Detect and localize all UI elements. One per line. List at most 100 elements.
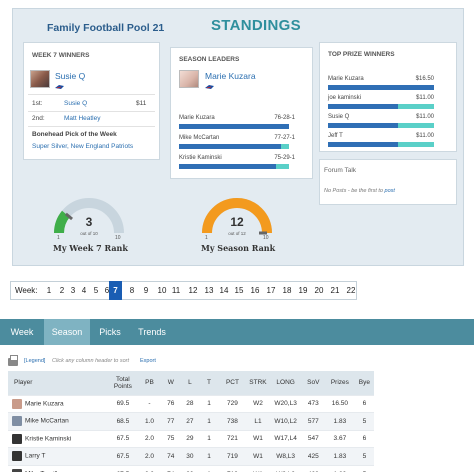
gauge-value: 12 [230, 215, 244, 229]
leader-row-record: 75-29-1 [274, 155, 295, 161]
column-header-pb[interactable]: PB [137, 371, 162, 395]
column-header-prizes[interactable]: Prizes [324, 371, 355, 395]
week-item-16[interactable]: 16 [250, 286, 260, 295]
leader-row: Marie Kuzara 76-28-1 [179, 115, 295, 131]
week-item-22[interactable]: 22 [346, 286, 356, 295]
player-cell[interactable]: Mike McCartan [8, 412, 108, 430]
gauge-min: 1 [205, 235, 208, 241]
bonehead-title: Bonehead Pick of the Week [32, 131, 117, 138]
tab-bar: Week Season Picks Trends [0, 319, 474, 345]
player-cell[interactable]: Marie Kuzara [8, 394, 108, 413]
week-item-5[interactable]: 5 [93, 286, 99, 295]
place-2-name[interactable]: Matt Heatley [64, 115, 101, 122]
season-leaders-card: SEASON LEADERS Marie Kuzara Marie Kuzara… [170, 47, 313, 179]
player-name[interactable]: Marie Kuzara [25, 400, 64, 408]
table-cell: 76 [161, 394, 181, 413]
week-item-18[interactable]: 18 [282, 286, 292, 295]
column-header-pct[interactable]: PCT [218, 371, 247, 395]
place-1-name[interactable]: Susie Q [64, 100, 88, 107]
week-item-1[interactable]: 1 [46, 286, 52, 295]
leader-row-name[interactable]: Mike McCartan [179, 135, 220, 141]
week-item-8[interactable]: 8 [129, 286, 135, 295]
column-header-l[interactable]: L [180, 371, 200, 395]
column-header-w[interactable]: W [161, 371, 181, 395]
print-icon[interactable] [8, 355, 18, 366]
tab-season[interactable]: Season [44, 319, 90, 345]
table-cell: 1 [199, 412, 219, 430]
winner-name[interactable]: Susie Q [55, 71, 86, 81]
week-item-21[interactable]: 21 [330, 286, 340, 295]
divider [28, 94, 155, 95]
gauge-min: 1 [57, 235, 60, 241]
gauge-needle [64, 212, 74, 221]
week-item-15[interactable]: 15 [234, 286, 244, 295]
week-item-11[interactable]: 11 [171, 286, 181, 295]
week-item-6[interactable]: 6 [104, 286, 110, 295]
table-cell: 29 [180, 429, 200, 448]
prize-row-name[interactable]: joe kaminski [328, 95, 362, 101]
leader-row-name[interactable]: Kristie Kaminski [179, 155, 222, 161]
prize-row-name[interactable]: Susie Q [328, 114, 350, 120]
table-cell: 1 [199, 394, 219, 413]
table-cell: L1 [246, 412, 270, 430]
player-name[interactable]: Mike Trexilla [25, 471, 61, 472]
gauge-label: My Week 7 Rank [53, 243, 128, 253]
column-header-long[interactable]: LONG [269, 371, 302, 395]
bonehead-text[interactable]: Super Silver, New England Patriots [32, 143, 134, 150]
prize-bar-fill [328, 123, 398, 128]
leader-row-name[interactable]: Marie Kuzara [179, 115, 215, 121]
week-item-17[interactable]: 17 [266, 286, 276, 295]
column-header-player[interactable]: Player [8, 371, 108, 395]
week-item-9[interactable]: 9 [143, 286, 149, 295]
week-item-12[interactable]: 12 [188, 286, 198, 295]
prize-row-name[interactable]: Marie Kuzara [328, 76, 364, 82]
player-cell[interactable]: Larry T [8, 447, 108, 465]
avatar [12, 416, 22, 427]
table-row: Kristie Kaminski 67.5 2.0 75 29 1 721 W1 W17,L4 5… [8, 429, 374, 448]
table-cell: 425 [301, 447, 325, 465]
gauge-fill [202, 198, 272, 234]
week-item-3[interactable]: 3 [70, 286, 76, 295]
column-header-strk[interactable]: STRK [246, 371, 270, 395]
player-name[interactable]: Mike McCartan [25, 417, 69, 425]
week-item-4[interactable]: 4 [81, 286, 87, 295]
table-cell: 1 [199, 447, 219, 465]
table-cell: 2.0 [137, 429, 162, 448]
prize-row-name[interactable]: Jeff T [328, 133, 343, 139]
week-item-13[interactable]: 13 [204, 286, 214, 295]
table-cell: 1 [199, 429, 219, 448]
tab-trends[interactable]: Trends [138, 327, 166, 337]
team-logo-icon [205, 85, 214, 89]
column-header-t[interactable]: T [199, 371, 219, 395]
week-item-10[interactable]: 10 [157, 286, 167, 295]
tab-picks[interactable]: Picks [99, 327, 121, 337]
column-header-bye[interactable]: Bye [354, 371, 374, 395]
column-header-total-points[interactable]: Total Points [108, 371, 138, 395]
table-cell: - [137, 394, 162, 413]
prize-winners-title: TOP PRIZE WINNERS [328, 51, 395, 58]
player-cell[interactable]: Kristie Kaminski [8, 429, 108, 448]
table-cell: 577 [301, 412, 325, 430]
player-cell[interactable]: Mike Trexilla [8, 464, 108, 472]
player-name[interactable]: Kristie Kaminski [25, 435, 72, 443]
leader-bar [179, 164, 289, 169]
tab-week[interactable]: Week [10, 327, 34, 337]
column-header-sov[interactable]: SoV [301, 371, 325, 395]
table-cell: 721 [218, 429, 247, 448]
legend-link[interactable]: [Legend] [24, 358, 46, 364]
week-item-19[interactable]: 19 [298, 286, 308, 295]
table-cell: 27 [180, 412, 200, 430]
table-cell: 74 [161, 447, 181, 465]
table-cell: 3.67 [324, 429, 355, 448]
post-link[interactable]: post [384, 188, 395, 194]
player-name[interactable]: Larry T [25, 452, 46, 460]
week-item-20[interactable]: 20 [314, 286, 324, 295]
week-item-14[interactable]: 14 [219, 286, 229, 295]
prize-bar-fill [328, 104, 398, 109]
table-cell: 473 [301, 394, 325, 413]
export-link[interactable]: Export [140, 358, 156, 364]
table-cell: 2.0 [137, 464, 162, 472]
week-item-2[interactable]: 2 [59, 286, 65, 295]
week-item-active[interactable]: 7 [109, 281, 122, 300]
leader-name[interactable]: Marie Kuzara [205, 71, 256, 81]
